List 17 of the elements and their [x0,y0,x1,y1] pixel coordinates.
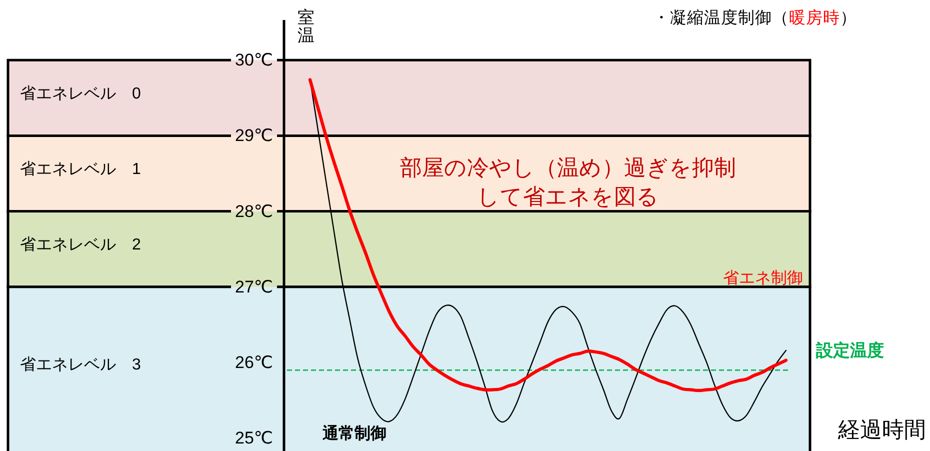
text: 省エネ制御 [723,268,803,287]
chart-title: ・凝縮温度制御（暖房時） [653,8,857,27]
band-label: 省エネレベル 0 [20,84,141,102]
y-tick-label: 30℃ [234,50,273,70]
y-tick-label: 26℃ [234,353,273,372]
ref-line-label: 設定温度 [815,341,884,360]
y-tick-label: 28℃ [234,202,273,221]
band-label: 省エネレベル 1 [20,160,141,178]
y-tick-label: 29℃ [234,126,273,146]
y-tick-label: 27℃ [234,277,273,296]
annotation: 部屋の冷やし（温め）過ぎを抑制して省エネを図る [400,155,736,209]
x-axis-title: 経過時間 [837,417,926,442]
y-tick-label: 25℃ [234,428,273,448]
band-label: 省エネレベル 3 [20,355,141,374]
band-label: 省エネレベル 2 [20,236,141,254]
y-axis-title: 室温 [298,8,314,45]
series-label: 通常制御 [321,424,386,443]
